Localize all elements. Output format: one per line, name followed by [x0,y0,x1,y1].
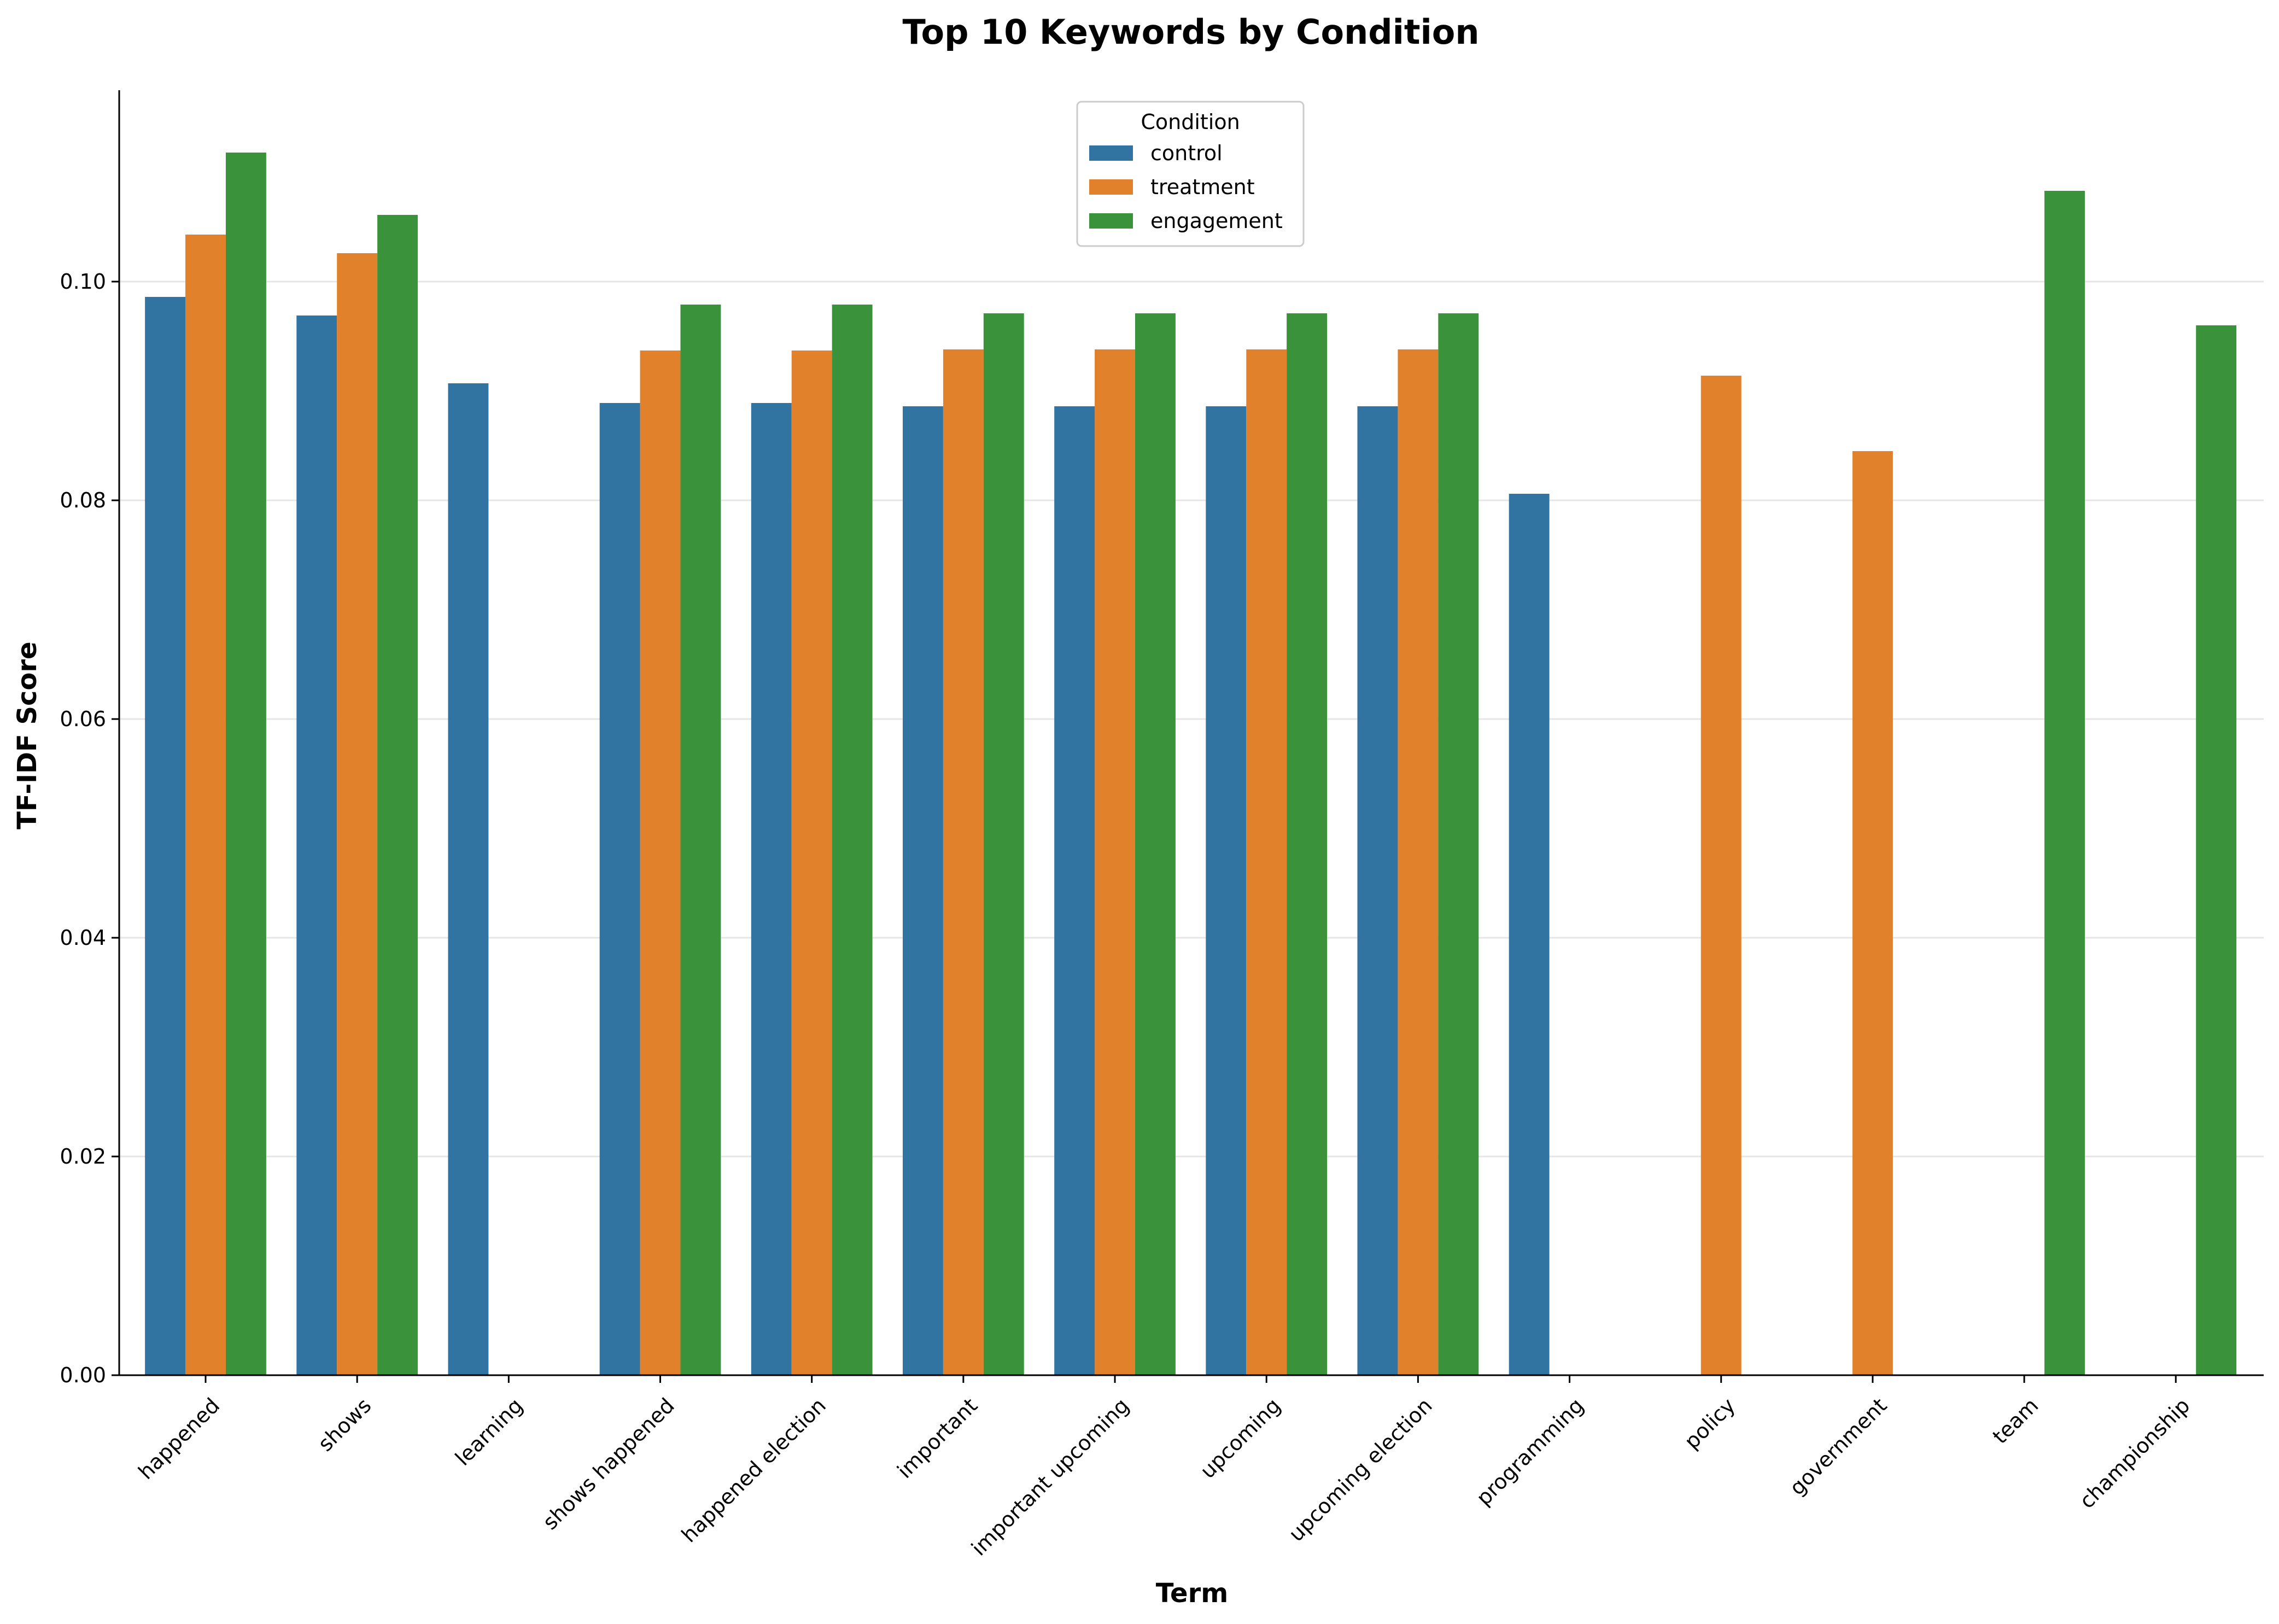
x-tick-label: shows [313,1393,376,1456]
y-tick-label: 0.06 [60,707,106,731]
bar-engagement-happened-election [832,305,873,1375]
legend-label-treatment: treatment [1150,175,1255,199]
x-tick-label: policy [1680,1393,1740,1453]
y-ticks: 0.00 0.02 0.04 0.06 0.08 0.10 [60,270,119,1387]
legend-swatch-engagement [1089,213,1133,229]
bar-control-important-upcoming [1054,406,1095,1375]
legend-swatch-control [1089,145,1133,161]
bar-engagement-happened [225,153,266,1375]
bar-treatment-shows [337,253,378,1375]
legend-title: Condition [1141,110,1240,134]
x-tick-label: upcoming [1195,1393,1285,1483]
x-tick-label: important upcoming [967,1393,1133,1560]
y-tick-label: 0.10 [60,270,106,294]
x-tick-label: shows happened [538,1393,679,1534]
legend-label-control: control [1150,141,1223,165]
bar-treatment-shows-happened [640,350,681,1375]
bar-treatment-government [1852,451,1893,1375]
x-axis-label: Term [1156,1578,1229,1609]
y-tick-label: 0.02 [60,1144,106,1169]
legend-frame [1076,101,1305,247]
bar-treatment-important-upcoming [1095,349,1135,1375]
bar-control-happened [145,297,186,1375]
bar-engagement-shows-happened [680,305,721,1375]
bar-treatment-important [943,349,984,1375]
bar-treatment-happened-election [791,350,832,1375]
legend: Condition control treatment engagement [1076,101,1305,247]
bar-control-programming [1509,494,1550,1375]
bar-engagement-team [2044,191,2085,1375]
bar-control-shows [296,316,337,1375]
bar-engagement-upcoming-election [1438,313,1479,1375]
bar-treatment-upcoming-election [1398,349,1439,1375]
x-tick-label: championship [2075,1393,2195,1513]
bar-engagement-upcoming [1287,313,1328,1375]
x-tick-label: government [1785,1393,1891,1500]
x-tick-label: happened election [677,1393,831,1547]
bar-treatment-upcoming [1246,349,1287,1375]
bars [145,153,2237,1375]
bar-control-shows-happened [599,403,640,1375]
x-tick-label: upcoming election [1284,1393,1436,1546]
bar-treatment-policy [1701,376,1742,1375]
y-tick-label: 0.08 [60,488,106,512]
y-tick-label: 0.04 [60,926,106,950]
bar-control-upcoming [1206,406,1247,1375]
x-tick-label: programming [1471,1393,1588,1510]
axes [118,90,2264,1376]
legend-label-engagement: engagement [1150,209,1283,233]
x-tick-label: happened [133,1393,224,1484]
gridlines [119,281,2264,1158]
bar-treatment-happened [185,235,226,1375]
x-tick-label: important [892,1393,982,1483]
x-tick-label: learning [451,1393,528,1470]
bar-control-happened-election [751,403,792,1375]
bar-engagement-shows [377,215,418,1375]
bar-engagement-important [983,313,1024,1375]
bar-control-learning [448,383,489,1375]
y-tick-label: 0.00 [60,1363,106,1387]
bar-engagement-championship [2196,325,2237,1375]
legend-items: control treatment engagement [1089,141,1283,233]
y-axis-label: TF-IDF Score [12,641,43,829]
legend-swatch-treatment [1089,179,1133,195]
bar-control-upcoming-election [1357,406,1398,1375]
bar-engagement-important-upcoming [1135,313,1176,1375]
x-tick-label: team [1988,1393,2043,1448]
chart-title: Top 10 Keywords by Condition [902,12,1479,52]
x-ticks: happened shows learning shows happenedhappe… [133,1375,2195,1561]
bar-control-important [902,406,943,1375]
